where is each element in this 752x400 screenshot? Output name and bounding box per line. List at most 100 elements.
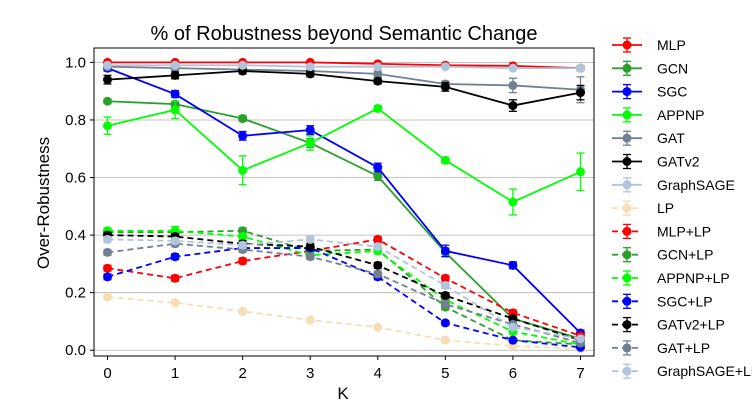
y-tick-label: 0.8	[65, 112, 86, 129]
y-tick-label: 1.0	[65, 54, 86, 71]
data-point	[103, 121, 113, 131]
data-point	[305, 125, 315, 135]
data-point	[103, 263, 113, 273]
legend-label: GraphSAGE+LP	[657, 363, 752, 379]
data-point	[575, 334, 585, 344]
x-axis-label: K	[337, 384, 349, 400]
y-tick-label: 0.4	[65, 227, 86, 244]
data-point	[238, 131, 248, 141]
data-point	[238, 165, 248, 175]
data-point	[238, 232, 248, 242]
legend-marker	[622, 203, 632, 213]
data-point	[170, 60, 180, 70]
chart-title: % of Robustness beyond Semantic Change	[151, 23, 538, 45]
legend-label: SGC+LP	[657, 293, 713, 309]
data-point	[440, 273, 450, 283]
data-point	[440, 62, 450, 72]
legend-label: SGC	[657, 84, 687, 100]
data-point	[508, 322, 518, 332]
series-line	[107, 65, 581, 91]
x-axis-ticks: 0 1 2 3 4 5 6 7	[103, 356, 585, 382]
series-line	[107, 61, 581, 70]
legend-label: GATv2+LP	[657, 317, 725, 333]
legend-marker	[622, 250, 632, 260]
legend-item: GraphSAGE	[612, 177, 735, 193]
data-point	[305, 315, 315, 325]
data-point	[508, 197, 518, 207]
legend-marker	[622, 180, 632, 190]
data-point	[238, 60, 248, 70]
data-point	[305, 138, 315, 148]
data-point	[575, 63, 585, 73]
data-point	[373, 260, 383, 270]
series-sgc	[103, 63, 585, 338]
data-point	[103, 60, 113, 70]
data-point	[238, 256, 248, 266]
data-point	[305, 69, 315, 79]
data-point	[373, 103, 383, 113]
data-point	[170, 236, 180, 246]
legend-item: SGC+LP	[612, 293, 713, 309]
y-tick-label: 0.2	[65, 285, 86, 302]
data-point	[440, 246, 450, 256]
data-point	[170, 105, 180, 115]
series-line	[107, 100, 581, 340]
x-tick-label: 7	[576, 365, 584, 382]
data-point	[170, 273, 180, 283]
data-point	[103, 247, 113, 257]
data-point	[440, 280, 450, 290]
series-line	[107, 229, 581, 346]
legend-item: GAT+LP	[612, 340, 710, 356]
data-point	[508, 260, 518, 270]
plot-frame	[93, 47, 595, 357]
legend-marker	[622, 63, 632, 73]
series-line	[107, 238, 581, 337]
series-line	[107, 64, 581, 70]
legend-item: MLP+LP	[612, 223, 711, 239]
legend-label: GCN+LP	[657, 247, 713, 263]
x-tick-label: 6	[509, 365, 517, 382]
data-point	[575, 88, 585, 98]
data-point	[440, 335, 450, 345]
legend-marker	[622, 296, 632, 306]
series-graphsage	[103, 60, 585, 73]
legend-item: GCN+LP	[612, 247, 713, 263]
legend-label: GraphSAGE	[657, 177, 735, 193]
x-tick-label: 1	[171, 365, 179, 382]
data-point	[440, 299, 450, 309]
y-tick-label: 0.6	[65, 170, 86, 187]
data-point	[238, 240, 248, 250]
legend-label: APPNP+LP	[657, 270, 730, 286]
data-point	[170, 298, 180, 308]
data-point	[103, 75, 113, 85]
legend: MLP GCN SGC APPNP GAT GATv2 GraphSAGE LP MLP+LP G…	[612, 37, 752, 379]
data-point	[103, 292, 113, 302]
data-point	[440, 318, 450, 328]
y-axis-label: Over-Robustness	[34, 137, 53, 269]
series-appnp	[103, 100, 585, 216]
legend-item: GATv2	[612, 154, 700, 170]
data-point	[508, 101, 518, 111]
legend-marker	[622, 226, 632, 236]
series-layer	[103, 57, 585, 354]
legend-marker	[622, 366, 632, 376]
data-point	[103, 234, 113, 244]
legend-marker	[622, 157, 632, 166]
legend-label: GAT	[657, 130, 685, 146]
legend-item: GATv2+LP	[612, 317, 725, 333]
series-line	[107, 238, 581, 340]
data-point	[373, 76, 383, 86]
legend-marker	[622, 320, 632, 330]
data-point	[440, 155, 450, 165]
legend-item: GraphSAGE+LP	[612, 363, 752, 379]
series-line	[107, 247, 581, 349]
legend-label: APPNP	[657, 107, 704, 123]
data-point	[170, 70, 180, 80]
legend-label: GAT+LP	[657, 340, 710, 356]
data-point	[170, 89, 180, 99]
legend-item: SGC	[612, 84, 687, 100]
data-point	[305, 62, 315, 72]
x-tick-label: 4	[374, 365, 382, 382]
y-axis-ticks: 0.0 0.2 0.4 0.6 0.8 1.0	[65, 54, 94, 359]
